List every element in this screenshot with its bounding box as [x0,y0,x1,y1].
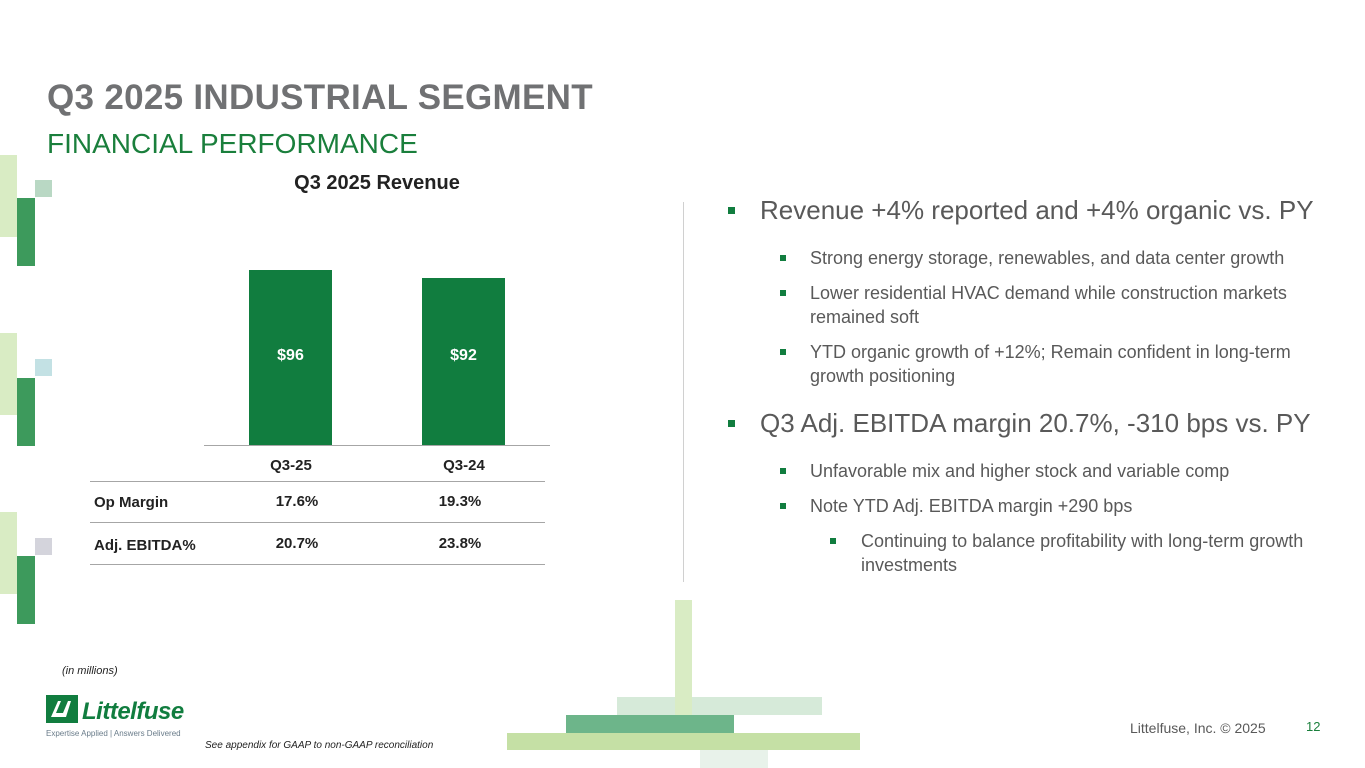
bullet-square-icon [780,349,786,355]
decor-block [35,538,52,555]
bar-q3-24 [422,277,505,445]
op-margin-q3-24: 19.3% [438,493,482,510]
decor-block [17,198,35,266]
bullet-ebitda: Q3 Adj. EBITDA margin 20.7%, -310 bps vs… [724,408,1324,439]
sub-bullet: YTD organic growth of +12%; Remain confi… [724,340,1324,388]
page-number: 12 [1306,719,1321,734]
bullet-text: Revenue +4% reported and +4% organic vs.… [760,195,1314,225]
units-note: (in millions) [62,665,118,677]
sub-bullet: Unfavorable mix and higher stock and var… [724,459,1324,483]
decor-block [0,333,17,415]
decor-block [0,512,17,594]
copyright: Littelfuse, Inc. © 2025 [1130,720,1266,736]
section-divider [683,202,684,582]
row-label-op-margin: Op Margin [94,494,169,511]
row-label-adj-ebitda: Adj. EBITDA% [94,537,196,554]
appendix-note: See appendix for GAAP to non-GAAP reconc… [205,740,434,751]
decor-block [675,600,692,715]
decor-block [700,750,768,768]
bullet-text: Unfavorable mix and higher stock and var… [810,461,1230,481]
littelfuse-logo-icon [46,695,78,723]
bullet-text: Lower residential HVAC demand while cons… [810,283,1287,327]
bullet-text: Q3 Adj. EBITDA margin 20.7%, -310 bps vs… [760,408,1311,438]
sub-bullet: Lower residential HVAC demand while cons… [724,281,1324,329]
bullet-revenue: Revenue +4% reported and +4% organic vs.… [724,195,1324,226]
bullet-square-icon [830,538,836,544]
adj-ebitda-q3-25: 20.7% [275,535,319,552]
logo-wordmark: Littelfuse [82,698,184,725]
category-label: Q3-25 [270,457,312,474]
category-label: Q3-24 [443,457,485,474]
decor-block [0,155,17,237]
bullet-text: Continuing to balance profitability with… [861,531,1304,575]
decor-block [35,359,52,376]
bullet-text: Note YTD Adj. EBITDA margin +290 bps [810,496,1133,516]
bullet-square-icon [780,255,786,261]
sub-sub-bullet: Continuing to balance profitability with… [724,529,1324,577]
bullet-square-icon [728,207,735,214]
decor-block [35,180,52,197]
logo-tagline: Expertise Applied | Answers Delivered [46,729,181,738]
bullet-square-icon [780,503,786,509]
bullet-square-icon [780,468,786,474]
op-margin-q3-25: 17.6% [275,493,319,510]
sub-bullet: Note YTD Adj. EBITDA margin +290 bps [724,494,1324,518]
chart-x-axis [204,445,550,446]
table-divider [90,564,545,565]
decor-block [17,556,35,624]
page-subtitle: FINANCIAL PERFORMANCE [47,128,418,159]
bullet-square-icon [780,290,786,296]
decor-block [17,378,35,446]
page-title: Q3 2025 INDUSTRIAL SEGMENT [47,78,593,117]
bullet-square-icon [728,420,735,427]
bullet-text: YTD organic growth of +12%; Remain confi… [810,342,1291,386]
bullet-text: Strong energy storage, renewables, and d… [810,248,1285,268]
bar-value-label: $96 [277,347,304,364]
chart-title: Q3 2025 Revenue [294,172,460,194]
decor-block [507,733,860,750]
bar-q3-25 [249,270,332,445]
table-divider [90,481,545,482]
decor-block [617,697,822,715]
commentary-bullets: Revenue +4% reported and +4% organic vs.… [724,195,1324,588]
sub-bullet: Strong energy storage, renewables, and d… [724,246,1324,270]
table-divider [90,522,545,523]
bar-value-label: $92 [450,347,477,364]
adj-ebitda-q3-24: 23.8% [438,535,482,552]
decor-block [566,715,734,733]
